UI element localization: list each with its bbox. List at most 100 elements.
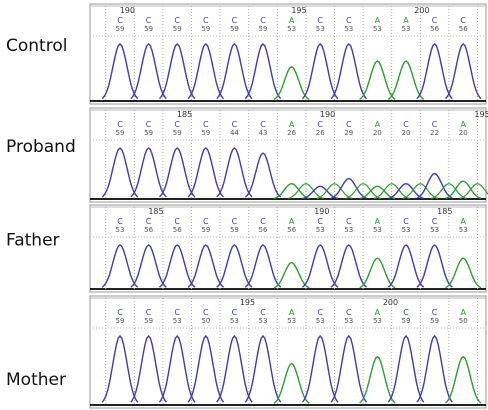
quality-score: 53	[402, 226, 411, 234]
quality-score: 59	[230, 25, 239, 33]
base-call: C	[317, 16, 323, 25]
base-call: C	[403, 308, 409, 317]
base-call: A	[375, 16, 381, 25]
base-call: C	[117, 16, 123, 25]
base-call: C	[346, 120, 352, 129]
quality-score: 59	[116, 317, 125, 325]
quality-score: 53	[230, 317, 239, 325]
base-call: C	[260, 120, 266, 129]
base-call: C	[346, 308, 352, 317]
position-label: 200	[414, 6, 429, 15]
quality-score: 53	[373, 25, 382, 33]
base-call: C	[403, 217, 409, 226]
quality-score: 59	[230, 226, 239, 234]
quality-score: 53	[316, 317, 325, 325]
base-call: C	[317, 217, 323, 226]
base-call: A	[460, 308, 466, 317]
position-label: 190	[314, 207, 329, 216]
figure: 190195200C59C59C59C59C59C59A53C53C53A53A…	[0, 0, 488, 410]
quality-score: 59	[144, 129, 153, 137]
base-call: C	[117, 308, 123, 317]
quality-score: 53	[430, 226, 439, 234]
quality-score: 59	[173, 129, 182, 137]
base-call: C	[460, 16, 466, 25]
quality-score: 59	[430, 317, 439, 325]
trace-panel: 195200C59C59C53C50C53C53A53C53C53A53C59C…	[90, 296, 486, 408]
quality-score: 20	[373, 129, 382, 137]
base-call: C	[203, 217, 209, 226]
base-call: C	[146, 308, 152, 317]
sample-label: Father	[6, 231, 60, 251]
base-call: C	[317, 120, 323, 129]
base-call: C	[146, 120, 152, 129]
base-call: C	[203, 120, 209, 129]
base-call: C	[232, 120, 238, 129]
sample-label: Proband	[6, 137, 76, 157]
base-call: C	[203, 16, 209, 25]
base-call: A	[460, 217, 466, 226]
base-call: C	[432, 217, 438, 226]
quality-score: 53	[344, 317, 353, 325]
quality-score: 53	[316, 226, 325, 234]
base-call: C	[346, 217, 352, 226]
quality-score: 53	[259, 317, 268, 325]
quality-score: 53	[402, 25, 411, 33]
quality-score: 59	[144, 317, 153, 325]
quality-score: 53	[316, 25, 325, 33]
quality-score: 43	[259, 129, 268, 137]
quality-score: 59	[201, 25, 210, 33]
position-label: 185	[148, 207, 163, 216]
quality-score: 59	[259, 25, 268, 33]
quality-score: 53	[373, 317, 382, 325]
quality-score: 26	[287, 129, 296, 137]
base-call: A	[289, 217, 295, 226]
quality-score: 22	[430, 129, 439, 137]
position-label: 185	[177, 110, 192, 119]
quality-score: 59	[201, 129, 210, 137]
quality-score: 53	[344, 25, 353, 33]
quality-score: 53	[287, 317, 296, 325]
quality-score: 53	[287, 25, 296, 33]
quality-score: 59	[144, 25, 153, 33]
base-call: C	[174, 16, 180, 25]
base-call: C	[317, 308, 323, 317]
quality-score: 26	[316, 129, 325, 137]
base-call: A	[403, 16, 409, 25]
quality-score: 20	[459, 129, 468, 137]
base-call: C	[174, 217, 180, 226]
quality-score: 59	[201, 226, 210, 234]
base-call: A	[375, 308, 381, 317]
base-call: C	[117, 217, 123, 226]
quality-score: 56	[173, 226, 182, 234]
quality-score: 20	[402, 129, 411, 137]
quality-score: 53	[173, 317, 182, 325]
quality-score: 44	[230, 129, 239, 137]
base-call: C	[232, 308, 238, 317]
sample-label: Control	[6, 36, 67, 56]
base-call: C	[260, 217, 266, 226]
base-call: C	[232, 16, 238, 25]
base-call: A	[460, 120, 466, 129]
base-call: C	[117, 120, 123, 129]
base-call: C	[232, 217, 238, 226]
base-call: C	[432, 16, 438, 25]
base-call: C	[146, 217, 152, 226]
base-call: C	[174, 120, 180, 129]
trace-panel: 185190195C59C59C59C59C44C43A26C26C29A20C…	[90, 108, 488, 202]
quality-score: 53	[373, 226, 382, 234]
base-call: C	[432, 308, 438, 317]
base-call: C	[403, 120, 409, 129]
quality-score: 56	[459, 25, 468, 33]
quality-score: 53	[344, 226, 353, 234]
quality-score: 59	[173, 25, 182, 33]
position-label: 190	[120, 6, 135, 15]
base-call: A	[289, 16, 295, 25]
base-call: A	[375, 120, 381, 129]
quality-score: 50	[459, 317, 468, 325]
quality-score: 56	[430, 25, 439, 33]
quality-score: 56	[287, 226, 296, 234]
quality-score: 59	[116, 25, 125, 33]
quality-score: 29	[344, 129, 353, 137]
base-call: C	[432, 120, 438, 129]
base-call: C	[174, 308, 180, 317]
